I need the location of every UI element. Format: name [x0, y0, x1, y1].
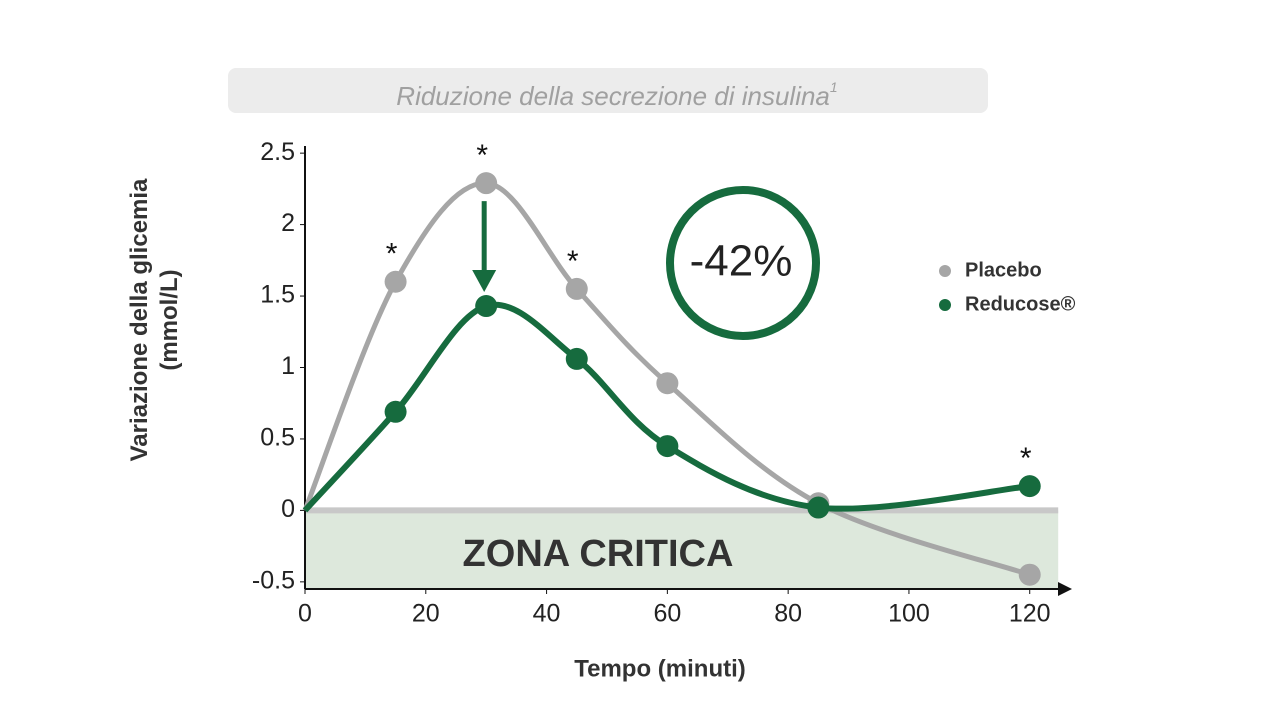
data-point	[565, 347, 588, 370]
significance-mark: *	[567, 245, 579, 278]
y-tick-label: 0.5	[260, 424, 295, 452]
y-axis-label-text: Variazione della glicemia (mmol/L)	[126, 178, 183, 461]
legend-label: Placebo	[965, 259, 1042, 281]
legend-swatch	[939, 265, 951, 277]
y-tick-label: 0	[281, 495, 295, 523]
x-tick-label: 60	[653, 600, 681, 628]
zone-label: ZONA CRITICA	[463, 533, 734, 575]
data-point	[475, 295, 498, 318]
x-tick-label: 20	[412, 600, 440, 628]
data-point	[1018, 475, 1041, 498]
x-tick-label: 100	[888, 600, 930, 628]
legend-swatch	[939, 299, 951, 311]
y-tick-label: 2.5	[260, 138, 295, 166]
chart-title: Riduzione della secrezione di insulina1	[396, 79, 837, 111]
data-point	[565, 277, 588, 300]
y-axis-label: Variazione della glicemia (mmol/L)	[126, 178, 183, 461]
legend-label: Reducose®	[965, 293, 1076, 315]
x-tick-label: 120	[1009, 600, 1051, 628]
x-axis-label: Tempo (minuti)	[574, 655, 746, 682]
data-point	[384, 400, 407, 423]
data-point	[656, 372, 679, 395]
x-axis-arrow	[1058, 582, 1072, 596]
y-tick-label: -0.5	[252, 566, 295, 594]
data-point	[475, 172, 498, 195]
title-text: Riduzione della secrezione di insulina	[396, 81, 830, 111]
y-tick-label: 2	[281, 209, 295, 237]
y-tick-label: 1	[281, 352, 295, 380]
x-tick-label: 0	[298, 600, 312, 628]
data-point	[384, 270, 407, 293]
reduction-arrowhead	[472, 270, 497, 293]
title-box	[228, 68, 988, 113]
data-point	[1018, 563, 1041, 586]
callout-text: -42%	[690, 237, 793, 286]
x-tick-label: 40	[533, 600, 561, 628]
callout-circle	[666, 186, 820, 340]
data-point	[807, 496, 830, 519]
significance-mark: *	[476, 139, 488, 172]
y-tick-label: 1.5	[260, 281, 295, 309]
title-footnote: 1	[830, 79, 838, 95]
data-point	[656, 435, 679, 458]
significance-mark: *	[1020, 442, 1032, 475]
significance-mark: *	[386, 238, 398, 271]
critical-zone	[305, 510, 1059, 589]
x-tick-label: 80	[774, 600, 802, 628]
series-line	[302, 301, 1031, 513]
